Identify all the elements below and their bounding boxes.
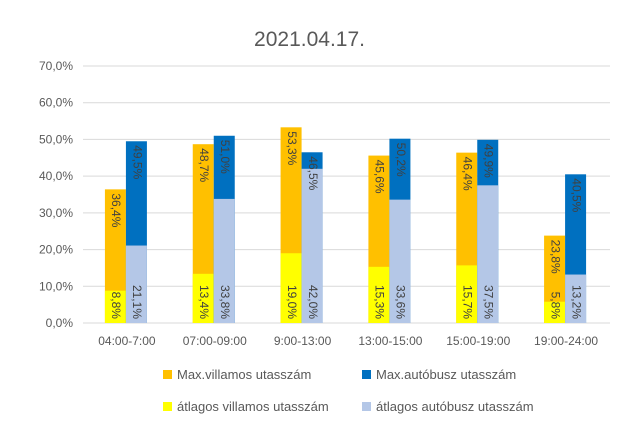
legend-swatch (362, 370, 371, 379)
data-label: 15,3% (373, 285, 387, 319)
x-tick-label: 04:00-7:00 (98, 334, 156, 348)
y-tick-label: 0,0% (46, 316, 74, 330)
bar-0 (544, 235, 566, 323)
data-label: 8,8% (109, 292, 123, 320)
data-label: 40,5% (569, 178, 583, 212)
legend-swatch (163, 370, 172, 379)
data-label: 33,8% (218, 285, 232, 319)
data-label: 46,4% (461, 157, 475, 191)
data-label: 37,5% (482, 285, 496, 319)
x-tick-label: 13:00-15:00 (358, 334, 422, 348)
legend-item-atlag-villamos: átlagos villamos utasszám (163, 399, 329, 414)
legend-item-atlag-autobusz: átlagos autóbusz utasszám (362, 399, 534, 414)
bar-2 (456, 265, 478, 323)
x-tick-label: 07:00-09:00 (183, 334, 247, 348)
data-label: 33,6% (394, 285, 408, 319)
data-label: 45,6% (373, 160, 387, 194)
bar-3 (565, 274, 587, 323)
legend-label: átlagos villamos utasszám (177, 399, 329, 414)
data-label: 49,9% (482, 144, 496, 178)
bar-2 (104, 290, 126, 323)
bar-2 (280, 253, 302, 323)
data-label: 53,3% (285, 131, 299, 165)
bar-3 (125, 245, 147, 323)
y-tick-label: 20,0% (39, 243, 73, 257)
data-label: 36,4% (109, 193, 123, 227)
x-tick-label: 15:00-19:00 (446, 334, 510, 348)
data-label: 13,2% (569, 285, 583, 319)
bar-2 (368, 266, 390, 323)
y-tick-label: 60,0% (39, 96, 73, 110)
bar-3 (477, 185, 499, 323)
legend-swatch (163, 402, 172, 411)
bar-0 (104, 189, 126, 323)
data-label: 50,2% (394, 143, 408, 177)
data-label: 15,7% (461, 285, 475, 319)
data-label: 21,1% (130, 285, 144, 319)
y-tick-label: 40,0% (39, 169, 73, 183)
legend-label: átlagos autóbusz utasszám (376, 399, 534, 414)
legend-label: Max.villamos utasszám (177, 367, 312, 382)
y-tick-label: 70,0% (39, 59, 73, 73)
x-tick-label: 19:00-24:00 (534, 334, 598, 348)
data-label: 19,0% (285, 285, 299, 319)
bar-2 (544, 301, 566, 323)
data-label: 5,8% (548, 292, 562, 320)
legend-item-max-villamos: Max.villamos utasszám (163, 367, 311, 382)
legend-label: Max.autóbusz utasszám (376, 367, 517, 382)
y-tick-label: 10,0% (39, 279, 73, 293)
data-label: 42,0% (306, 285, 320, 319)
chart-title: 2021.04.17. (254, 28, 365, 51)
y-tick-label: 30,0% (39, 206, 73, 220)
legend-item-max-autobusz: Max.autóbusz utasszám (362, 367, 516, 382)
data-label: 49,5% (130, 145, 144, 179)
data-label: 23,8% (548, 240, 562, 274)
x-tick-label: 9:00-13:00 (274, 334, 332, 348)
bar-3 (301, 168, 323, 323)
legend-swatch (362, 402, 371, 411)
data-label: 48,7% (197, 148, 211, 182)
bar-3 (389, 199, 411, 323)
data-label: 51,0% (218, 140, 232, 174)
bar-2 (192, 273, 214, 323)
bar-3 (213, 198, 235, 323)
data-label: 46,5% (306, 156, 320, 190)
y-tick-label: 50,0% (39, 132, 73, 146)
data-label: 13,4% (197, 285, 211, 319)
